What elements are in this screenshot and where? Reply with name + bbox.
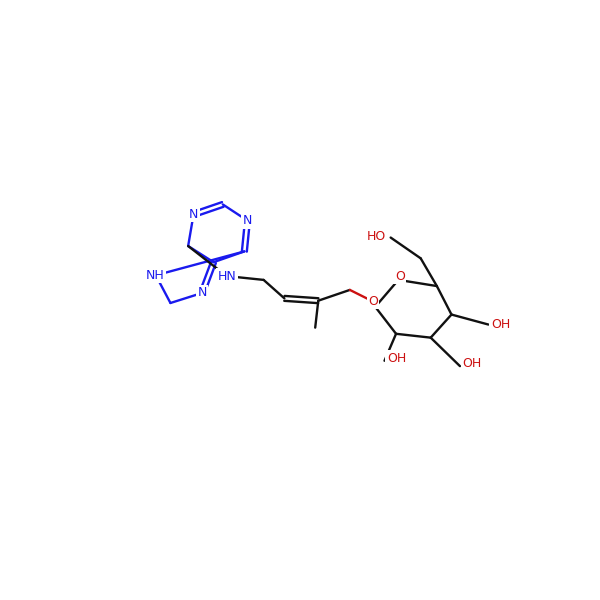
Text: OH: OH [491,318,510,331]
Text: O: O [395,269,405,283]
Text: O: O [368,295,378,308]
Text: OH: OH [387,352,406,365]
Text: HN: HN [217,269,236,283]
Text: NH: NH [146,269,164,282]
Text: N: N [197,286,206,299]
Text: HO: HO [367,230,386,242]
Text: N: N [189,208,198,221]
Text: OH: OH [462,358,482,370]
Text: N: N [243,214,252,227]
